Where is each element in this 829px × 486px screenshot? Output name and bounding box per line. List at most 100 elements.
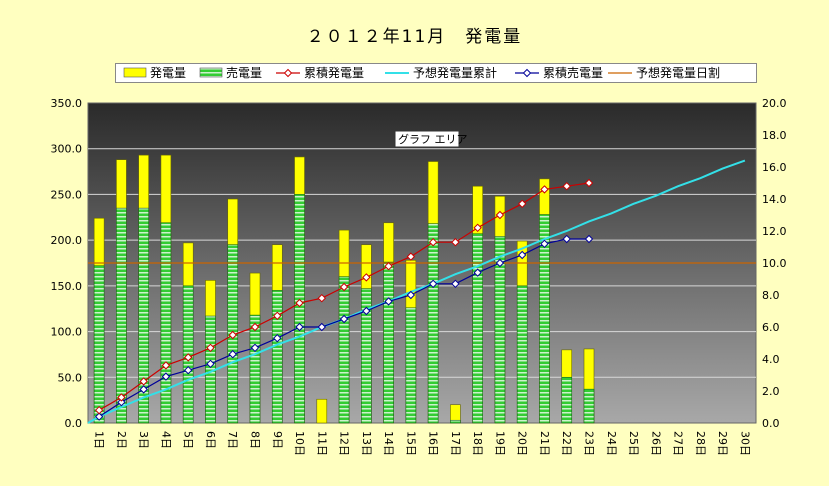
line-cumulative-sold-marker — [206, 359, 215, 369]
line-cumulative-sold-marker — [317, 322, 327, 332]
bar-sold — [383, 261, 394, 424]
y-left-tick-label: 150.0 — [51, 280, 83, 293]
line-cumulative-sold-marker — [406, 290, 416, 300]
x-tick-label: 26日 — [649, 431, 662, 456]
line-cumulative-sold-marker — [451, 279, 460, 289]
legend-swatch — [123, 67, 147, 78]
line-cumulative-generation-marker — [94, 405, 104, 415]
line-cumulative-generation-marker — [183, 353, 193, 362]
line-cumulative-sold-marker — [517, 250, 527, 260]
y-left-tick-label: 200.0 — [51, 234, 83, 247]
legend-label: 予想発電量日割 — [636, 65, 720, 80]
line-cumulative-generation-marker — [206, 343, 215, 353]
x-axis-labels: 1日 2日 3日 4日 5日 6日 7日 8日 9日 10日 11日 12日 13日 14日 15日 16日 1… — [93, 431, 752, 456]
x-tick-label: 28日 — [694, 431, 707, 456]
line-cumulative-sold-marker — [161, 372, 171, 381]
y-right-tick-label: 4.0 — [762, 353, 780, 366]
line-cumulative-generation-marker — [161, 361, 171, 370]
y-left-tick-label: 300.0 — [51, 143, 83, 156]
x-tick-label: 13日 — [360, 431, 373, 456]
line-cumulative-generation-marker — [562, 181, 571, 191]
bar-sold — [405, 307, 417, 424]
line-cumulative-generation-marker — [495, 210, 505, 220]
legend-label: 発電量 — [150, 66, 186, 80]
x-tick-label: 22日 — [560, 431, 573, 456]
line-cumulative-sold-marker — [473, 268, 482, 277]
line-cumulative-generation-marker — [228, 330, 237, 340]
line-cumulative-sold-marker — [362, 306, 371, 316]
line-cumulative-generation-marker — [540, 185, 549, 194]
x-tick-label: 6日 — [204, 431, 217, 449]
x-tick-label: 11日 — [315, 431, 328, 456]
line-cumulative-generation-marker — [339, 282, 349, 292]
y-left-tick-label: 50.0 — [58, 371, 83, 384]
line-cumulative-generation-marker — [384, 261, 393, 271]
line-cumulative-sold-marker — [183, 365, 193, 375]
line-cumulative-generation-marker — [317, 293, 327, 303]
x-tick-label: 20日 — [516, 431, 529, 456]
bar-sold — [361, 288, 372, 424]
y-left-tick-label: 250.0 — [51, 188, 83, 201]
x-tick-label: 29日 — [716, 431, 729, 456]
y-right-tick-label: 0.0 — [762, 417, 780, 430]
legend-items: 発電量 売電量 累積発電量 予想発電量累計 累積売電量 予想発電量日割 — [123, 65, 720, 80]
x-tick-label: 2日 — [115, 431, 128, 449]
bar-sold — [494, 236, 506, 424]
line-cumulative-generation-marker — [117, 393, 126, 402]
line-cumulative-sold-marker — [139, 385, 148, 394]
x-tick-label: 3日 — [137, 431, 150, 449]
bar-sold — [116, 207, 127, 424]
x-tick-label: 9日 — [271, 431, 284, 449]
line-cumulative-sold-marker — [273, 333, 282, 343]
line-cumulative-generation-marker — [250, 322, 260, 332]
bar-sold — [93, 265, 105, 424]
chart-title: ２０１２年11月 発電量 — [306, 27, 523, 47]
line-cumulative-sold-marker — [428, 279, 438, 289]
y-right-tick-label: 14.0 — [762, 193, 787, 206]
line-cumulative-generation-marker — [273, 311, 282, 321]
line-cumulative-sold-marker — [584, 234, 594, 244]
x-tick-label: 12日 — [338, 431, 351, 456]
line-cumulative-generation-marker — [362, 273, 371, 282]
legend-label: 累積売電量 — [543, 65, 603, 80]
line-cumulative-generation-marker — [406, 252, 416, 261]
y-right-tick-label: 6.0 — [762, 321, 780, 334]
x-tick-label: 21日 — [538, 431, 551, 456]
gridlines — [88, 148, 756, 378]
line-cumulative-sold-marker — [228, 349, 237, 359]
y-axis-labels: 0.0 50.0 100.0 150.0 200.0 250.0 300.0 350.0 0.0… — [51, 97, 787, 430]
line-cumulative-sold-marker — [117, 397, 126, 407]
x-tick-label: 17日 — [449, 431, 462, 456]
line-cumulative-sold-marker — [562, 234, 571, 244]
line-cumulative-sold-marker — [250, 343, 260, 353]
x-tick-label: 10日 — [293, 431, 306, 456]
x-tick-label: 27日 — [672, 431, 685, 456]
legend-label: 累積発電量 — [304, 65, 364, 80]
line-cumulative-generation-marker — [428, 237, 438, 247]
bar-sold — [472, 233, 483, 424]
legend — [115, 63, 757, 83]
line-cumulative-sold-marker — [540, 239, 549, 249]
x-tick-label: 16日 — [427, 431, 440, 456]
x-tick-label: 23日 — [583, 431, 596, 456]
x-tick-label: 8日 — [249, 431, 262, 449]
x-tick-label: 15日 — [404, 431, 417, 456]
y-left-tick-label: 350.0 — [51, 97, 83, 110]
line-cumulative-sold-marker — [384, 297, 393, 306]
line-cumulative-sold-marker — [295, 322, 304, 332]
y-left-tick-label: 100.0 — [51, 326, 83, 339]
y-right-tick-label: 18.0 — [762, 129, 787, 142]
x-tick-label: 18日 — [471, 431, 484, 456]
x-tick-label: 30日 — [738, 431, 751, 456]
x-tick-label: 14日 — [382, 431, 395, 456]
legend-label: 売電量 — [226, 65, 262, 80]
bar-sold — [561, 376, 573, 424]
legend-label: 予想発電量累計 — [413, 65, 497, 80]
line-cumulative-generation-marker — [584, 178, 594, 188]
line-cumulative-generation-marker — [295, 298, 304, 308]
bar-sold — [138, 207, 149, 424]
y-right-tick-label: 2.0 — [762, 385, 780, 398]
y-right-tick-label: 16.0 — [762, 161, 787, 174]
plot-area-tooltip-box — [394, 130, 460, 148]
